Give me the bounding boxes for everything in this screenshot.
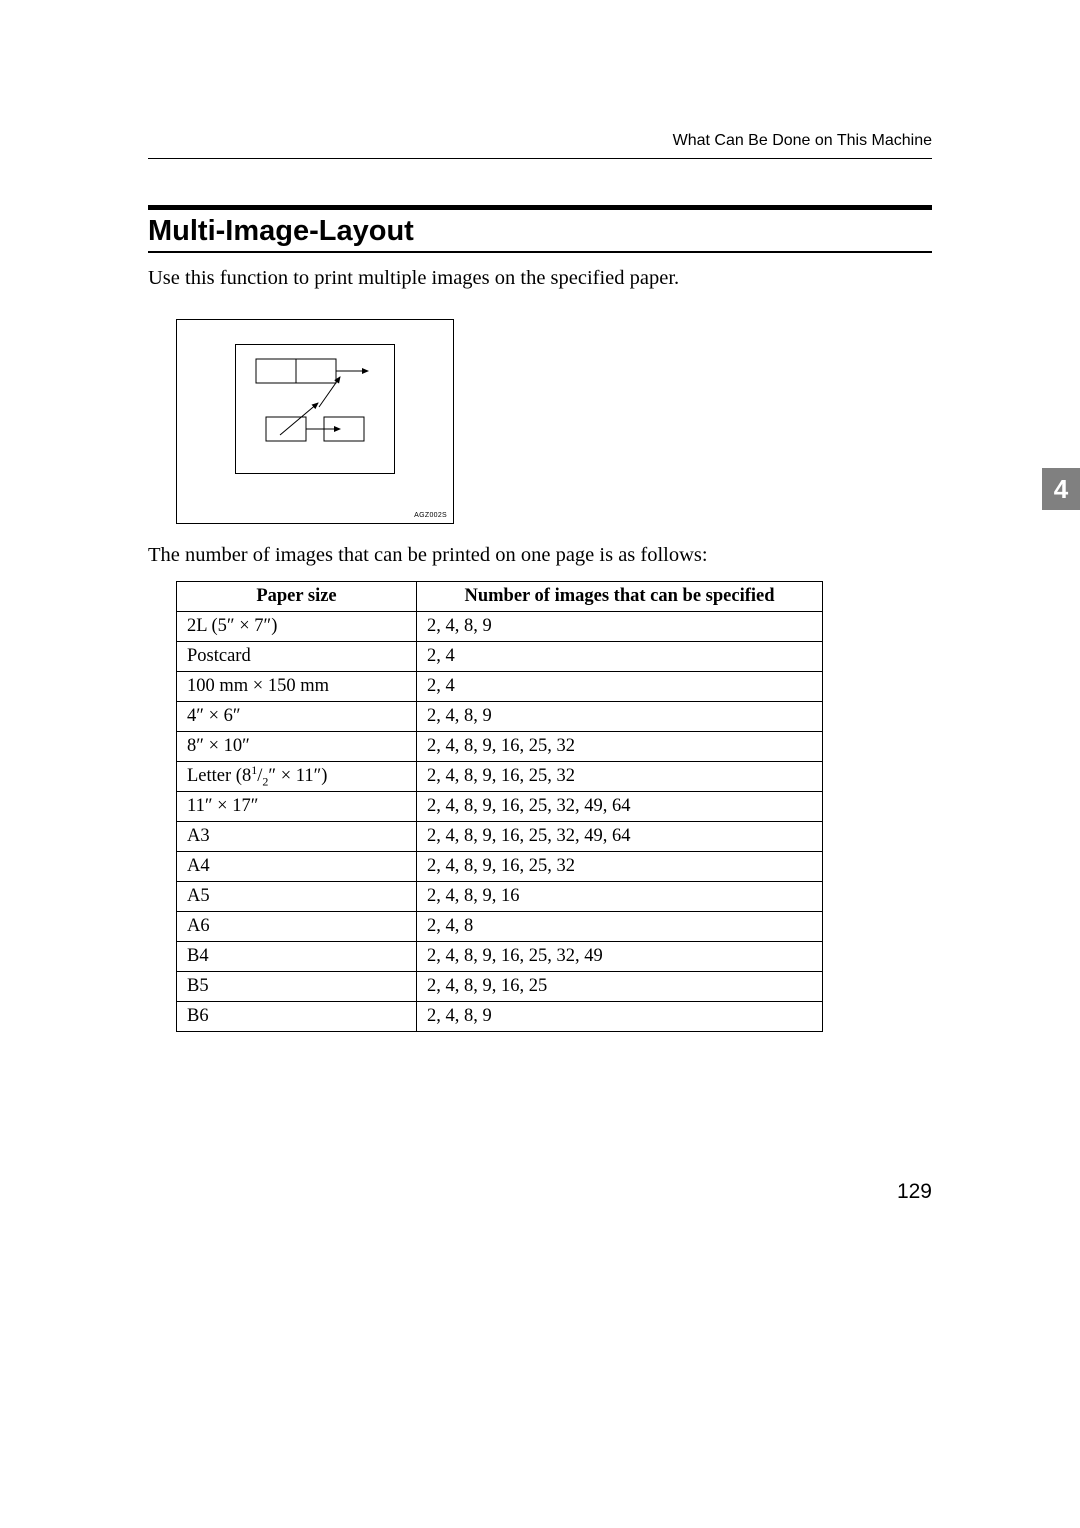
cell-image-count: 2, 4, 8, 9, 16, 25 xyxy=(417,971,823,1001)
cell-paper-size: B5 xyxy=(177,971,417,1001)
table-row: Letter (81/2″ × 11″)2, 4, 8, 9, 16, 25, … xyxy=(177,761,823,791)
section-intro: Use this function to print multiple imag… xyxy=(148,265,932,293)
cell-image-count: 2, 4, 8, 9 xyxy=(417,611,823,641)
table-row: B52, 4, 8, 9, 16, 25 xyxy=(177,971,823,1001)
cell-paper-size: B4 xyxy=(177,941,417,971)
cell-paper-size: A5 xyxy=(177,881,417,911)
figure-container: AGZ002S xyxy=(176,319,932,524)
cell-image-count: 2, 4, 8, 9 xyxy=(417,701,823,731)
table-row: 11″ × 17″2, 4, 8, 9, 16, 25, 32, 49, 64 xyxy=(177,791,823,821)
table-row: A52, 4, 8, 9, 16 xyxy=(177,881,823,911)
cell-paper-size: Letter (81/2″ × 11″) xyxy=(177,761,417,791)
table-row: A32, 4, 8, 9, 16, 25, 32, 49, 64 xyxy=(177,821,823,851)
cell-paper-size: 2L (5″ × 7″) xyxy=(177,611,417,641)
cell-image-count: 2, 4, 8, 9, 16 xyxy=(417,881,823,911)
chapter-tab: 4 xyxy=(1042,468,1080,510)
table-row: A42, 4, 8, 9, 16, 25, 32 xyxy=(177,851,823,881)
figure-outer-frame: AGZ002S xyxy=(176,319,454,524)
cell-image-count: 2, 4 xyxy=(417,641,823,671)
page-number: 129 xyxy=(897,1180,932,1204)
table-intro: The number of images that can be printed… xyxy=(148,544,932,567)
cell-image-count: 2, 4, 8, 9, 16, 25, 32, 49, 64 xyxy=(417,791,823,821)
figure-inner-frame xyxy=(235,344,395,474)
cell-image-count: 2, 4, 8, 9, 16, 25, 32 xyxy=(417,731,823,761)
cell-image-count: 2, 4, 8, 9, 16, 25, 32, 49, 64 xyxy=(417,821,823,851)
table-row: 2L (5″ × 7″)2, 4, 8, 9 xyxy=(177,611,823,641)
table-row: 4″ × 6″2, 4, 8, 9 xyxy=(177,701,823,731)
paper-size-table: Paper size Number of images that can be … xyxy=(176,581,823,1032)
figure-label: AGZ002S xyxy=(414,512,447,519)
table-header-row: Paper size Number of images that can be … xyxy=(177,581,823,611)
cell-image-count: 2, 4, 8, 9, 16, 25, 32, 49 xyxy=(417,941,823,971)
cell-paper-size: A6 xyxy=(177,911,417,941)
table-row: 8″ × 10″2, 4, 8, 9, 16, 25, 32 xyxy=(177,731,823,761)
table-row: A62, 4, 8 xyxy=(177,911,823,941)
cell-paper-size: A3 xyxy=(177,821,417,851)
cell-image-count: 2, 4, 8, 9 xyxy=(417,1001,823,1031)
cell-paper-size: Postcard xyxy=(177,641,417,671)
cell-image-count: 2, 4 xyxy=(417,671,823,701)
section-title: Multi-Image-Layout xyxy=(148,210,932,251)
table-row: B42, 4, 8, 9, 16, 25, 32, 49 xyxy=(177,941,823,971)
cell-paper-size: 8″ × 10″ xyxy=(177,731,417,761)
cell-paper-size: A4 xyxy=(177,851,417,881)
table-row: 100 mm × 150 mm2, 4 xyxy=(177,671,823,701)
cell-image-count: 2, 4, 8 xyxy=(417,911,823,941)
cell-paper-size: 11″ × 17″ xyxy=(177,791,417,821)
cell-paper-size: 100 mm × 150 mm xyxy=(177,671,417,701)
section-rule-bottom xyxy=(148,251,932,253)
cell-paper-size: 4″ × 6″ xyxy=(177,701,417,731)
col-header-size: Paper size xyxy=(177,581,417,611)
col-header-num: Number of images that can be specified xyxy=(417,581,823,611)
table-row: B62, 4, 8, 9 xyxy=(177,1001,823,1031)
cell-paper-size: B6 xyxy=(177,1001,417,1031)
header-breadcrumb: What Can Be Done on This Machine xyxy=(148,132,932,159)
multi-image-diagram xyxy=(236,345,394,473)
cell-image-count: 2, 4, 8, 9, 16, 25, 32 xyxy=(417,851,823,881)
table-row: Postcard2, 4 xyxy=(177,641,823,671)
cell-image-count: 2, 4, 8, 9, 16, 25, 32 xyxy=(417,761,823,791)
